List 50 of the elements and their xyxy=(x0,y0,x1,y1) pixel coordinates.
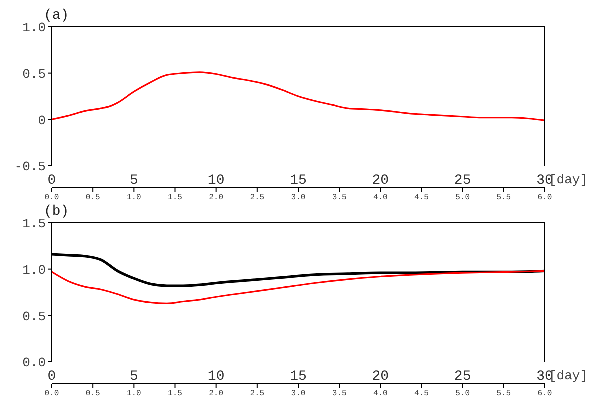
x2-tick-label: 3.0 xyxy=(291,194,306,203)
x-tick-label: 20 xyxy=(372,172,390,189)
y-tick-label: 1.0 xyxy=(22,262,46,278)
x2-tick-label: 5.0 xyxy=(456,390,470,399)
x2-tick-label: 1.0 xyxy=(126,390,142,399)
x-tick-label: 10 xyxy=(208,368,225,385)
y-tick-label: 0.5 xyxy=(22,66,46,82)
line-series xyxy=(52,270,545,304)
x2-tick-label: 5.5 xyxy=(496,194,512,203)
x2-tick-label: 2.0 xyxy=(209,390,224,399)
x2-tick-label: 1.5 xyxy=(168,390,183,399)
x2-tick-label: 0.5 xyxy=(86,390,100,399)
x-tick-label: 25 xyxy=(454,172,472,189)
y-tick-label: 0.5 xyxy=(22,309,46,324)
y-tick-label: 0 xyxy=(38,113,46,128)
x2-tick-label: 1.0 xyxy=(126,194,142,203)
x-tick-label: 0 xyxy=(48,172,56,189)
x2-tick-label: 2.5 xyxy=(250,390,265,399)
x2-tick-label: 4.0 xyxy=(373,390,388,399)
x2-tick-label: 3.0 xyxy=(291,390,306,399)
x2-tick-label: 2.0 xyxy=(209,194,224,203)
x2-tick-label: 1.5 xyxy=(168,194,183,203)
x2-tick-label: 5.5 xyxy=(496,390,512,399)
y-tick-label: 1.0 xyxy=(22,20,46,36)
x-tick-label: 5 xyxy=(130,172,138,189)
y-tick-label: 0.0 xyxy=(22,356,46,371)
x-tick-label: 15 xyxy=(290,368,307,385)
x2-tick-label: 3.5 xyxy=(332,390,347,399)
y-tick-label: -0.5 xyxy=(14,160,46,175)
x-tick-label: 25 xyxy=(454,368,472,385)
chart-title: (a) xyxy=(44,8,70,24)
x-tick-label: 10 xyxy=(208,172,225,189)
x-tick-label: 20 xyxy=(372,368,390,385)
x2-tick-label: 0.0 xyxy=(44,194,60,203)
x-tick-label: 0 xyxy=(48,368,56,385)
x2-tick-label: 2.5 xyxy=(250,194,265,203)
x2-tick-label: 3.5 xyxy=(332,194,347,203)
x2-tick-label: 0.5 xyxy=(86,194,100,203)
x2-tick-label: 6.0 xyxy=(538,390,552,399)
x2-tick-label: 4.5 xyxy=(414,194,430,203)
y-tick-label: 1.5 xyxy=(22,216,46,232)
x2-tick-label: 0.0 xyxy=(44,390,60,399)
x2-tick-label: 5.0 xyxy=(456,194,470,203)
x-tick-label: 15 xyxy=(290,172,307,189)
line-series xyxy=(52,72,545,122)
chart-title: (b) xyxy=(44,204,70,220)
x2-tick-label: 4.0 xyxy=(373,194,388,203)
x2-tick-label: 4.5 xyxy=(414,390,430,399)
x2-tick-label: 6.0 xyxy=(538,194,552,203)
x-tick-label: 5 xyxy=(130,368,138,385)
